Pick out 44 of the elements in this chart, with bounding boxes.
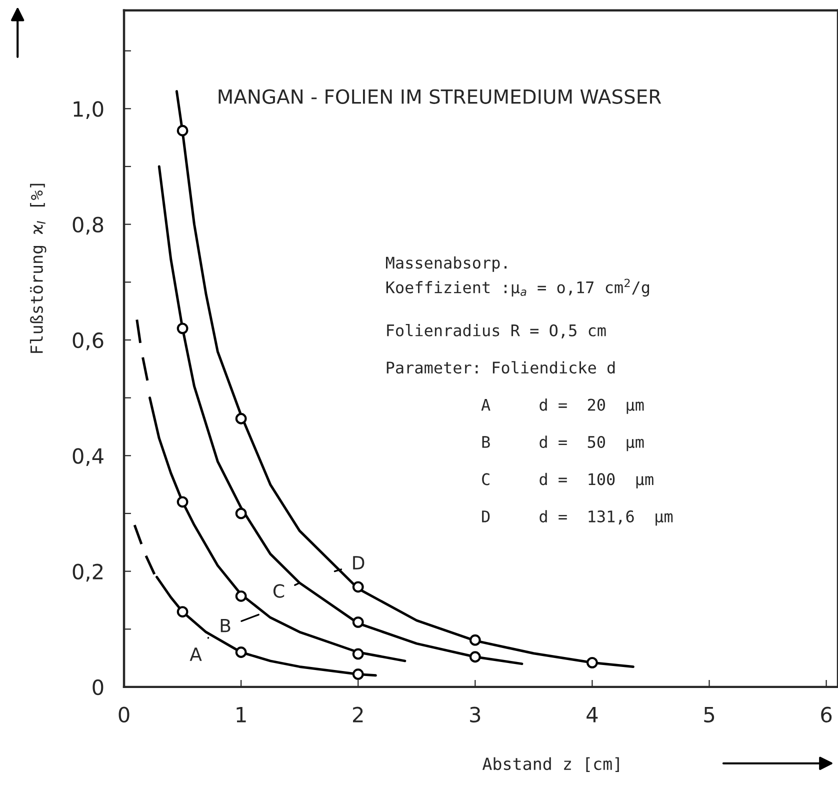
point bbox=[176, 606, 188, 618]
annotation: Folienradius R = O,5 cm bbox=[387, 324, 606, 338]
x-tick-label: 0 bbox=[118, 706, 130, 723]
point bbox=[176, 124, 188, 136]
annotation: B d = 50 μm bbox=[482, 436, 644, 452]
annotation: C bbox=[273, 584, 284, 598]
point bbox=[352, 668, 364, 680]
x-tick-label: 1 bbox=[236, 707, 246, 722]
annotation: A bbox=[190, 648, 202, 661]
annotation: Massenabsorp. bbox=[386, 256, 507, 272]
text: MANGAN - FOLIEN IM STREUMEDIUM WASSER bbox=[218, 89, 662, 104]
x-tick-label: 4 bbox=[586, 707, 598, 722]
point bbox=[235, 646, 247, 658]
point bbox=[235, 508, 247, 520]
annotation: Parameter: Foliendicke d bbox=[386, 361, 615, 374]
point bbox=[235, 590, 247, 602]
x-axis-title: Abstand z [cm] bbox=[482, 757, 619, 772]
x-tick-label: 6 bbox=[821, 706, 832, 723]
text: Flußstörung ϰ$_{I}$ [%] bbox=[30, 184, 46, 353]
point bbox=[469, 634, 481, 646]
y-tick-label: 0 bbox=[92, 679, 104, 696]
annotation: D bbox=[353, 556, 364, 570]
point bbox=[352, 581, 364, 593]
x-tick-label: 5 bbox=[704, 707, 714, 723]
annotation: D d = 131,6 μm bbox=[482, 510, 673, 526]
y-tick-label: 0,6 bbox=[72, 332, 104, 350]
annotation: C d = 100 μm bbox=[482, 472, 654, 488]
point bbox=[586, 656, 598, 668]
x-tick-label: 2 bbox=[353, 706, 363, 722]
y-tick-label: 0,2 bbox=[72, 564, 102, 582]
line-series bbox=[148, 396, 406, 662]
point bbox=[176, 322, 188, 334]
point bbox=[352, 648, 364, 660]
y-tick-label: 0,4 bbox=[72, 448, 104, 466]
x-tick-label: 3 bbox=[470, 706, 480, 723]
point bbox=[176, 496, 188, 508]
y-tick-label: 0,8 bbox=[72, 216, 104, 235]
point bbox=[352, 616, 364, 628]
y-tick-label: 1,0 bbox=[74, 101, 104, 119]
point bbox=[235, 412, 247, 424]
annotation: Koeffizient :μ$_{a}$ = o,17 cm$^{2}$/g bbox=[386, 278, 650, 297]
annotation: A d = 20 μm bbox=[481, 398, 644, 414]
point bbox=[469, 651, 481, 663]
annotation: B bbox=[220, 618, 230, 632]
